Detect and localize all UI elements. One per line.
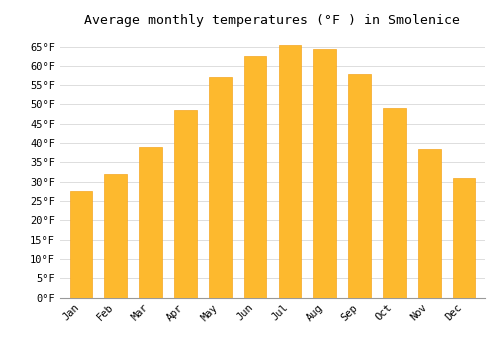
Bar bbox=[104, 174, 127, 298]
Bar bbox=[278, 45, 301, 298]
Bar bbox=[418, 149, 440, 298]
Bar bbox=[383, 108, 406, 298]
Bar bbox=[140, 147, 162, 298]
Bar bbox=[348, 74, 371, 298]
Title: Average monthly temperatures (°F ) in Smolenice: Average monthly temperatures (°F ) in Sm… bbox=[84, 14, 460, 27]
Bar bbox=[314, 49, 336, 298]
Bar bbox=[70, 191, 92, 298]
Bar bbox=[174, 110, 197, 298]
Bar bbox=[209, 77, 232, 298]
Bar bbox=[244, 56, 266, 298]
Bar bbox=[453, 178, 475, 298]
